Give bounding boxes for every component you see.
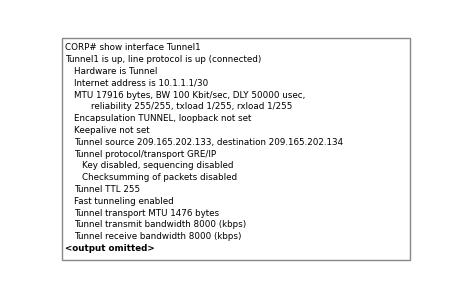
Text: Checksumming of packets disabled: Checksumming of packets disabled xyxy=(82,173,237,182)
Text: Keepalive not set: Keepalive not set xyxy=(74,126,149,135)
Text: Tunnel protocol/transport GRE/IP: Tunnel protocol/transport GRE/IP xyxy=(74,150,216,158)
Text: MTU 17916 bytes, BW 100 Kbit/sec, DLY 50000 usec,: MTU 17916 bytes, BW 100 Kbit/sec, DLY 50… xyxy=(74,91,304,99)
Text: Tunnel source 209.165.202.133, destination 209.165.202.134: Tunnel source 209.165.202.133, destinati… xyxy=(74,138,342,147)
Text: Tunnel receive bandwidth 8000 (kbps): Tunnel receive bandwidth 8000 (kbps) xyxy=(74,232,241,241)
Text: Key disabled, sequencing disabled: Key disabled, sequencing disabled xyxy=(82,161,234,170)
Text: Tunnel transport MTU 1476 bytes: Tunnel transport MTU 1476 bytes xyxy=(74,209,218,217)
Text: Tunnel TTL 255: Tunnel TTL 255 xyxy=(74,185,140,194)
Text: <output omitted>: <output omitted> xyxy=(65,244,155,253)
Text: Hardware is Tunnel: Hardware is Tunnel xyxy=(74,67,157,76)
Text: Encapsulation TUNNEL, loopback not set: Encapsulation TUNNEL, loopback not set xyxy=(74,114,251,123)
Text: Tunnel transmit bandwidth 8000 (kbps): Tunnel transmit bandwidth 8000 (kbps) xyxy=(74,220,246,229)
Text: Tunnel1 is up, line protocol is up (connected): Tunnel1 is up, line protocol is up (conn… xyxy=(65,55,261,64)
Text: Internet address is 10.1.1.1/30: Internet address is 10.1.1.1/30 xyxy=(74,79,207,88)
Text: CORP# show interface Tunnel1: CORP# show interface Tunnel1 xyxy=(65,43,201,52)
Text: Fast tunneling enabled: Fast tunneling enabled xyxy=(74,197,173,206)
Text: reliability 255/255, txload 1/255, rxload 1/255: reliability 255/255, txload 1/255, rxloa… xyxy=(91,102,292,111)
